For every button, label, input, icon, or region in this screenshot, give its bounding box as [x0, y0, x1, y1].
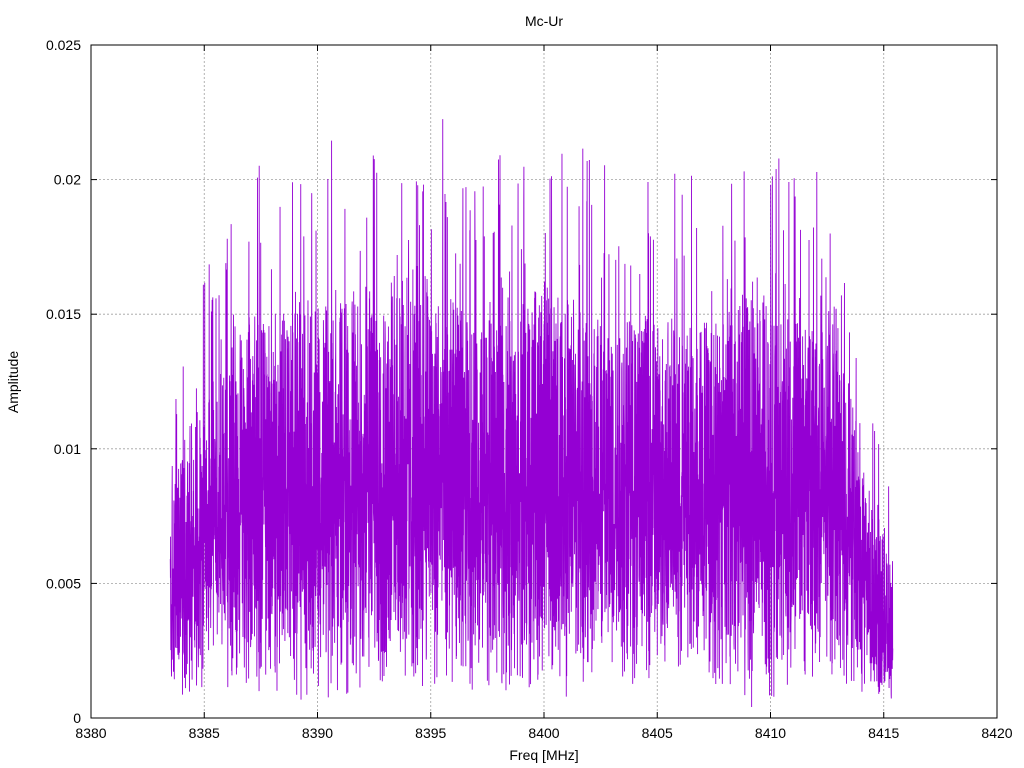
- y-axis-label: Amplitude: [5, 351, 21, 413]
- x-tick-label: 8380: [75, 725, 106, 741]
- y-tick-label: 0.005: [46, 575, 81, 591]
- y-tick-label: 0.025: [46, 37, 81, 53]
- x-tick-label: 8395: [415, 725, 446, 741]
- y-tick-label: 0.015: [46, 306, 81, 322]
- amplitude-series: [169, 119, 894, 708]
- x-tick-label: 8390: [302, 725, 333, 741]
- x-tick-label: 8410: [755, 725, 786, 741]
- x-tick-label: 8400: [528, 725, 559, 741]
- axis-ticks: [90, 44, 998, 719]
- chart-title: Mc-Ur: [525, 13, 563, 29]
- x-tick-label: 8405: [642, 725, 673, 741]
- amplitude-trace: [169, 119, 894, 708]
- x-axis-label: Freq [MHz]: [509, 747, 578, 763]
- x-tick-label: 8415: [868, 725, 899, 741]
- y-tick-label: 0.02: [54, 172, 81, 188]
- y-tick-label: 0: [73, 710, 81, 726]
- tick-labels: 8380 8385 8390 8395 8400 8405 8410 8415 8420 0 0.0…: [46, 37, 1013, 741]
- x-tick-label: 8420: [981, 725, 1012, 741]
- x-tick-label: 8385: [189, 725, 220, 741]
- y-tick-label: 0.01: [54, 441, 81, 457]
